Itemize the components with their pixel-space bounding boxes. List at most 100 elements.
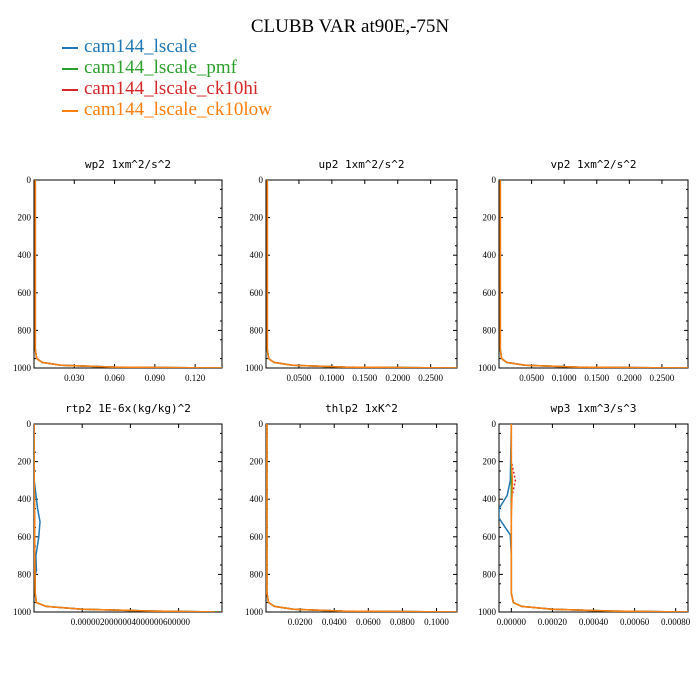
x-tick-label: 0.1000 [552, 373, 577, 383]
x-tick-label: 0.00060 [620, 617, 650, 627]
legend-item-cam144-lscale-ck10low: cam144_lscale_ck10low [62, 99, 272, 120]
y-tick-label: 200 [250, 213, 264, 223]
legend-swatch-icon [62, 88, 78, 91]
chart-panel: wp2 1xm^2/s^2 0 200 400 600 800 1000 0.030 0.060… [13, 158, 223, 383]
x-tick-label: 0.1500 [352, 373, 377, 383]
plot-frame [498, 423, 689, 613]
y-tick-label: 0 [492, 419, 497, 429]
y-tick-label: 200 [483, 457, 497, 467]
x-tick-label: 0.0000020000004000000600000 [71, 617, 191, 627]
y-tick-label: 600 [483, 288, 497, 298]
series-line-0 [266, 424, 457, 612]
x-tick-label: 0.2000 [385, 373, 410, 383]
plot-frame [33, 423, 223, 613]
series-line-3 [34, 180, 222, 368]
y-tick-label: 800 [18, 325, 32, 335]
x-tick-label: 0.1000 [319, 373, 344, 383]
y-tick-label: 600 [483, 532, 497, 542]
series-line-3 [510, 424, 688, 612]
legend-swatch-icon [62, 109, 78, 112]
y-tick-label: 0 [259, 419, 264, 429]
x-tick-label: 0.2500 [418, 373, 443, 383]
series-line-1 [266, 180, 457, 368]
x-tick-label: 0.2500 [650, 373, 675, 383]
y-tick-label: 800 [250, 325, 264, 335]
series-line-0 [34, 180, 222, 368]
x-tick-label: 0.0800 [390, 617, 415, 627]
legend-item-cam144-lscale: cam144_lscale [62, 36, 272, 57]
panel-title: wp2 1xm^2/s^2 [85, 158, 171, 171]
series-line-1 [510, 424, 688, 612]
y-tick-label: 400 [483, 494, 497, 504]
x-tick-label: 0.0200 [288, 617, 313, 627]
y-tick-label: 0 [492, 175, 497, 185]
y-tick-label: 1000 [13, 363, 32, 373]
y-tick-label: 1000 [245, 363, 264, 373]
x-tick-label: 0.00000 [497, 617, 527, 627]
series-line-1 [34, 180, 222, 368]
x-tick-label: 0.0500 [519, 373, 544, 383]
x-tick-label: 0.00080 [661, 617, 691, 627]
series-line-3 [34, 424, 215, 612]
legend-label: cam144_lscale [84, 36, 197, 57]
series-line-3 [266, 424, 457, 612]
legend-label: cam144_lscale_pmf [84, 57, 238, 78]
y-tick-label: 800 [18, 569, 32, 579]
chart-panel: vp2 1xm^2/s^2 0 200 400 600 800 1000 0.0500 0.10… [478, 158, 689, 383]
y-tick-label: 600 [250, 532, 264, 542]
y-tick-label: 200 [18, 457, 32, 467]
y-tick-label: 200 [18, 213, 32, 223]
y-tick-label: 1000 [478, 607, 497, 617]
y-tick-label: 600 [18, 288, 32, 298]
series-line-0 [499, 424, 688, 612]
series-line-2 [266, 180, 457, 368]
legend: cam144_lscale cam144_lscale_pmf cam144_l… [62, 36, 272, 120]
series-line-3 [499, 180, 688, 368]
x-tick-label: 0.1000 [424, 617, 449, 627]
chart-panel: up2 1xm^2/s^2 0 200 400 600 800 1000 0.0500 0.10… [245, 158, 458, 383]
series-line-0 [499, 180, 688, 368]
legend-label: cam144_lscale_ck10hi [84, 78, 259, 99]
series-line-2 [499, 180, 688, 368]
y-tick-label: 200 [250, 457, 264, 467]
y-tick-label: 1000 [13, 607, 32, 617]
x-tick-label: 0.00040 [579, 617, 609, 627]
x-tick-label: 0.0600 [356, 617, 381, 627]
x-tick-label: 0.2000 [617, 373, 642, 383]
legend-item-cam144-lscale-pmf: cam144_lscale_pmf [62, 57, 272, 78]
y-tick-label: 400 [250, 494, 264, 504]
series-line-0 [266, 180, 457, 368]
plot-frame [265, 179, 458, 369]
series-line-2 [34, 180, 222, 368]
x-tick-label: 0.120 [185, 373, 206, 383]
legend-swatch-icon [62, 46, 78, 49]
x-tick-label: 0.0500 [287, 373, 312, 383]
panel-title: wp3 1xm^3/s^3 [550, 402, 636, 415]
panel-title: vp2 1xm^2/s^2 [550, 158, 636, 171]
y-tick-label: 0 [27, 419, 32, 429]
panel-title: rtp2 1E-6x(kg/kg)^2 [65, 402, 191, 415]
plot-frame [33, 179, 223, 369]
chart-panel: thlp2 1xK^2 0 200 400 600 800 1000 0.0200 0.0400… [245, 402, 458, 627]
series-line-3 [266, 180, 457, 368]
y-tick-label: 800 [250, 569, 264, 579]
series-line-1 [266, 424, 457, 612]
y-tick-label: 400 [483, 250, 497, 260]
y-tick-label: 800 [483, 569, 497, 579]
panel-title: thlp2 1xK^2 [325, 402, 398, 415]
x-tick-label: 0.0400 [322, 617, 347, 627]
y-tick-label: 600 [250, 288, 264, 298]
legend-item-cam144-lscale-ck10hi: cam144_lscale_ck10hi [62, 78, 272, 99]
x-tick-label: 0.090 [145, 373, 166, 383]
series-line-1 [499, 180, 688, 368]
chart-panel: rtp2 1E-6x(kg/kg)^2 0 200 400 600 800 1000 0.00… [13, 402, 223, 627]
y-tick-label: 1000 [478, 363, 497, 373]
panel-title: up2 1xm^2/s^2 [318, 158, 404, 171]
y-tick-label: 400 [250, 250, 264, 260]
y-tick-label: 200 [483, 213, 497, 223]
series-line-2 [510, 424, 688, 612]
y-tick-label: 0 [259, 175, 264, 185]
series-line-2 [34, 424, 222, 612]
